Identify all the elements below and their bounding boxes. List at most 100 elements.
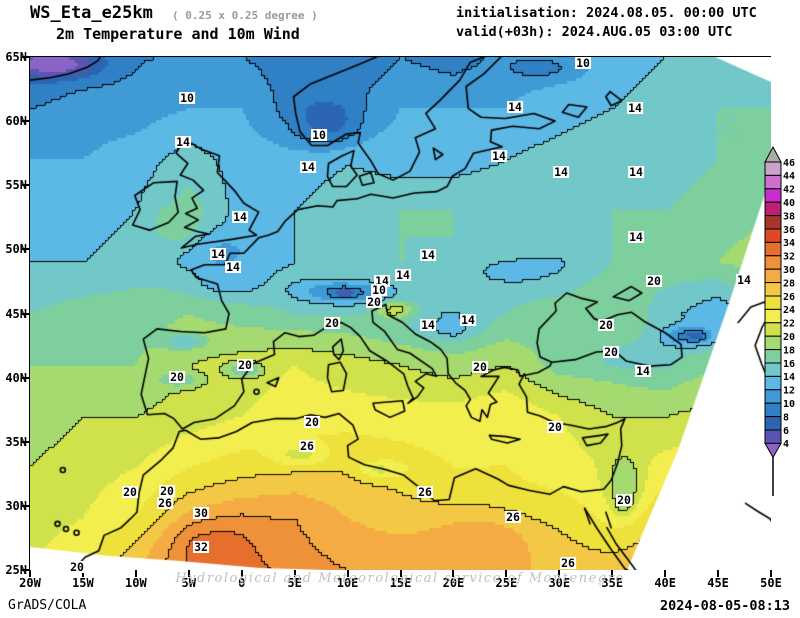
model-resolution: ( 0.25 x 0.25 degree ) [172, 9, 318, 22]
lat-tick [22, 184, 29, 187]
contour-label: 32 [193, 540, 209, 554]
colorbar-label: 8 [783, 412, 789, 423]
lon-label: 20W [19, 576, 41, 590]
lon-tick [187, 570, 190, 577]
colorbar-segment [764, 349, 782, 364]
colorbar-segment [764, 188, 782, 203]
lon-tick [134, 570, 137, 577]
colorbar-label: 20 [783, 332, 795, 343]
colorbar-segment [764, 362, 782, 377]
contour-label: 20 [159, 484, 175, 498]
lon-label: 50E [760, 576, 782, 590]
contour-label: 14 [628, 165, 644, 179]
lon-label: 5W [181, 576, 196, 590]
colorbar-segment [764, 335, 782, 351]
lat-tick [22, 504, 29, 507]
lat-label: 35N [5, 434, 27, 449]
valid-time: valid(+03h): 2024.AUG.05 03:00 UTC [456, 24, 733, 40]
colorbar-label: 44 [783, 171, 795, 182]
colorbar-segment [764, 255, 782, 270]
lat-label: 30N [5, 498, 27, 513]
contour-label: 14 [175, 135, 191, 149]
lat-label: 40N [5, 370, 27, 385]
colorbar-segment [764, 161, 782, 176]
contour-label: 20 [304, 415, 320, 429]
contour-label: 20 [69, 560, 85, 574]
lon-tick [293, 570, 296, 577]
contour-label: 14 [507, 100, 523, 114]
lat-tick [22, 569, 29, 571]
lat-label: 45N [5, 306, 27, 321]
colorbar-segment [764, 228, 782, 243]
contour-label: 26 [417, 485, 433, 499]
contour-label: 26 [560, 556, 576, 570]
colorbar-segment [764, 429, 782, 444]
lat-label: 50N [5, 242, 27, 257]
contour-label: 20 [169, 370, 185, 384]
lat-tick [22, 376, 29, 379]
lat-label: 25N [5, 563, 27, 577]
product-title: 2m Temperature and 10m Wind [56, 25, 300, 43]
contour-label: 10 [575, 56, 591, 70]
lat-tick [22, 248, 29, 251]
contour-label: 14 [420, 318, 436, 332]
colorbar-segment [764, 416, 782, 431]
lon-label: 35E [601, 576, 624, 590]
lon-tick [611, 570, 614, 577]
lon-label: 15W [72, 576, 94, 590]
model-name: WS_Eta_e25km [30, 3, 153, 23]
lon-tick [505, 570, 508, 577]
colorbar-label: 46 [783, 158, 795, 169]
colorbar-segment [764, 201, 782, 217]
lon-tick [770, 570, 773, 577]
colorbar-segment [764, 268, 782, 284]
colorbar-label: 26 [783, 292, 795, 303]
lat-tick [22, 56, 29, 58]
colorbar-label: 6 [783, 426, 789, 437]
colorbar-segment [764, 389, 782, 404]
contour-label: 14 [736, 273, 752, 287]
lon-label: 25E [495, 576, 518, 590]
contour-label: 10 [371, 283, 387, 297]
contour-label: 20 [547, 420, 563, 434]
lon-label: 20E [442, 576, 465, 590]
lon-label: 30E [548, 576, 571, 590]
contour-label: 14 [232, 210, 248, 224]
colorbar-label: 14 [783, 372, 795, 383]
contour-label: 14 [491, 149, 507, 163]
contour-label: 14 [210, 247, 226, 261]
initialisation-time: initialisation: 2024.08.05. 00:00 UTC [456, 5, 757, 21]
contour-label: 14 [635, 364, 651, 378]
colorbar-segment [764, 282, 782, 297]
lon-tick [346, 570, 349, 577]
colorbar-segment [764, 308, 782, 324]
colorbar-segment [764, 295, 782, 310]
contour-label: 14 [628, 230, 644, 244]
colorbar-label: 4 [783, 439, 789, 450]
lon-tick [664, 570, 667, 577]
contour-label: 14 [460, 313, 476, 327]
lat-label: 55N [5, 178, 27, 193]
lon-label: 0 [238, 576, 246, 590]
grads-credit: GrADS/COLA [8, 598, 87, 613]
lon-tick [81, 570, 84, 577]
contour-label: 20 [122, 485, 138, 499]
lon-tick [29, 570, 31, 577]
colorbar-label: 22 [783, 319, 795, 330]
colorbar-segment [764, 375, 782, 391]
creation-timestamp: 2024-08-05-08:13 [659, 598, 790, 614]
lat-label: 60N [5, 114, 27, 129]
contour-label: 20 [324, 316, 340, 330]
colorbar-label: 10 [783, 399, 795, 410]
lat-label: 65N [5, 50, 27, 64]
contour-label: 14 [225, 260, 241, 274]
colorbar-segment [764, 402, 782, 418]
contour-label: 20 [616, 493, 632, 507]
colorbar-label: 24 [783, 305, 795, 316]
colorbar-label: 28 [783, 278, 795, 289]
contour-label: 20 [237, 358, 253, 372]
colorbar-segment [764, 174, 782, 190]
temperature-colorbar: 46 44 42 40 38 36 34 32 30 28 26 24 22 20 18 16 14 12 10 8 6… [762, 145, 800, 502]
colorbar-label: 12 [783, 386, 795, 397]
